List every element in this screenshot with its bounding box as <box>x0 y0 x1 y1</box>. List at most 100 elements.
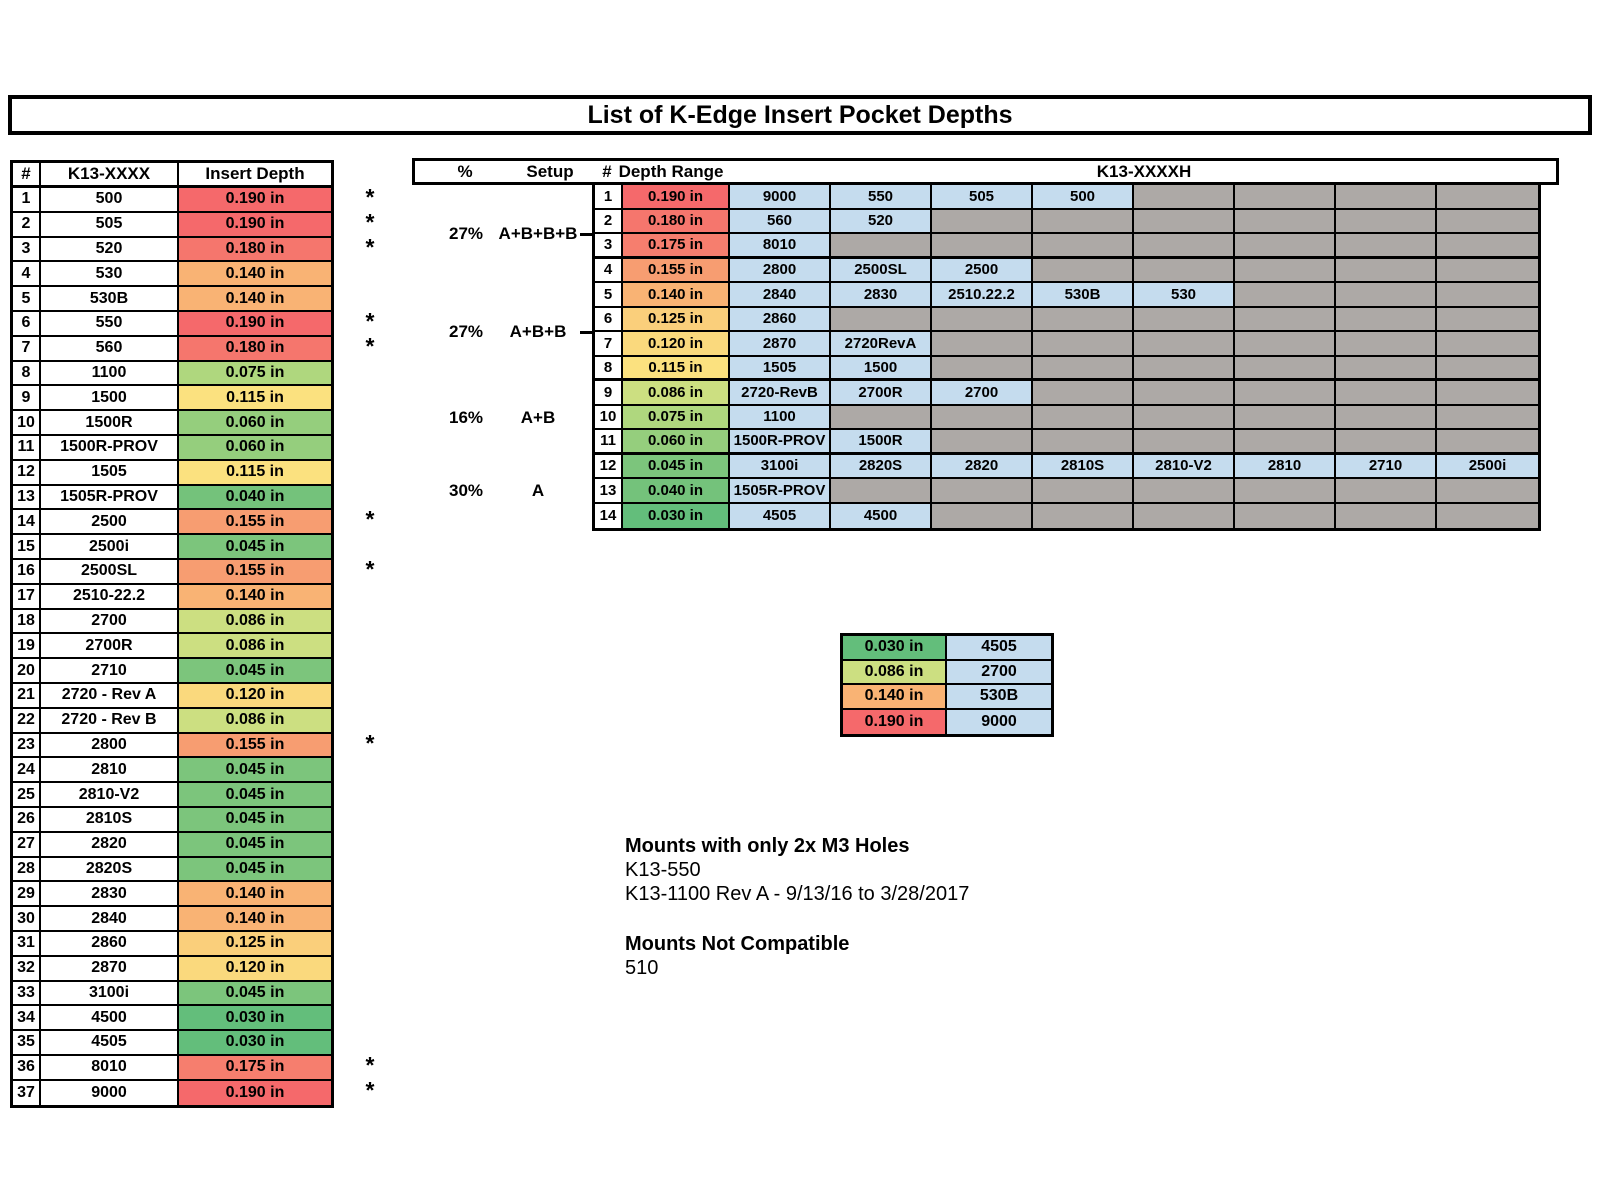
row-number-cell: 35 <box>13 1031 41 1054</box>
model-cell: 530 <box>41 262 179 286</box>
empty-cell <box>1134 381 1235 404</box>
footnote-star: * <box>365 1076 375 1103</box>
depth-cell: 0.045 in <box>179 659 331 682</box>
empty-cell <box>1235 283 1336 306</box>
depth-cell: 0.140 in <box>179 584 331 608</box>
empty-cell <box>1033 405 1134 428</box>
table-row: 11 1500R-PROV 0.060 in <box>13 435 331 461</box>
depth-cell: 0.180 in <box>179 237 331 261</box>
depth-cell: 0.155 in <box>179 510 331 534</box>
footnote-star: * <box>365 208 375 235</box>
row-number-cell: 7 <box>595 332 623 355</box>
row-number-cell: 6 <box>13 311 41 335</box>
depth-cell: 0.155 in <box>179 733 331 757</box>
row-number-cell: 5 <box>13 287 41 310</box>
model-cell: 2810 <box>41 758 179 782</box>
model-cell: 4500 <box>41 1006 179 1030</box>
depth-range-cell: 0.140 in <box>623 283 730 306</box>
depth-cell: 0.045 in <box>179 758 331 782</box>
setup-group-tick <box>580 330 592 334</box>
model-cell: 2700 <box>932 381 1033 404</box>
row-number-cell: 26 <box>13 807 41 831</box>
depth-cell: 0.045 in <box>179 832 331 856</box>
empty-cell <box>932 479 1033 502</box>
legend-depth-cell: 0.190 in <box>843 709 947 734</box>
empty-cell <box>1033 307 1134 330</box>
depth-cell: 0.190 in <box>179 188 331 211</box>
table-row: 32 2870 0.120 in <box>13 956 331 982</box>
table-row: 33 3100i 0.045 in <box>13 981 331 1007</box>
col-header-models: K13-XXXXH <box>1096 161 1192 181</box>
model-cell: 2820S <box>41 857 179 881</box>
depth-cell: 0.155 in <box>179 559 331 583</box>
empty-cell <box>1437 356 1538 378</box>
table-row: 12 0.045 in 3100i 2820S 2820 2810S 2810-V2 2810… <box>595 454 1538 479</box>
row-number-cell: 36 <box>13 1055 41 1079</box>
table-row: 6 550 0.190 in <box>13 311 331 337</box>
empty-cell <box>1235 209 1336 232</box>
row-number-cell: 22 <box>13 708 41 732</box>
empty-cell <box>932 307 1033 330</box>
model-cell: 2820S <box>831 454 932 477</box>
table-row: 29 2830 0.140 in <box>13 882 331 908</box>
row-number-cell: 28 <box>13 857 41 881</box>
depth-cell: 0.030 in <box>179 1031 331 1054</box>
row-number-cell: 5 <box>595 283 623 306</box>
table-row: 7 0.120 in 2870 2720RevA <box>595 332 1538 357</box>
empty-cell <box>932 332 1033 355</box>
empty-cell <box>1235 332 1336 355</box>
empty-cell <box>1437 381 1538 404</box>
table-row: 22 2720 - Rev B 0.086 in <box>13 708 331 734</box>
depth-cell: 0.060 in <box>179 435 331 459</box>
depth-cell: 0.115 in <box>179 460 331 484</box>
table-row: 19 2700R 0.086 in <box>13 634 331 660</box>
row-number-cell: 2 <box>13 212 41 236</box>
depth-range-cell: 0.086 in <box>623 381 730 404</box>
empty-cell <box>1437 185 1538 208</box>
model-cell: 8010 <box>730 234 831 256</box>
depth-cell: 0.030 in <box>179 1006 331 1030</box>
depth-cell: 0.045 in <box>179 783 331 806</box>
model-cell: 1505 <box>41 460 179 484</box>
notes-block: Mounts with only 2x M3 Holes K13-550 K13-1… <box>625 834 969 1006</box>
empty-cell <box>1336 332 1437 355</box>
row-number-cell: 6 <box>595 307 623 330</box>
depth-range-cell: 0.040 in <box>623 479 730 502</box>
table-row: 9 0.086 in 2720-RevB 2700R 2700 <box>595 381 1538 406</box>
empty-cell <box>1437 307 1538 330</box>
depth-cell: 0.190 in <box>179 311 331 335</box>
model-cell: 2720 - Rev A <box>41 683 179 707</box>
table-row: 4 530 0.140 in <box>13 262 331 288</box>
row-number-cell: 23 <box>13 733 41 757</box>
empty-cell <box>1235 405 1336 428</box>
depth-range-cell: 0.060 in <box>623 430 730 452</box>
empty-cell <box>1336 209 1437 232</box>
empty-cell <box>1235 258 1336 281</box>
row-number-cell: 1 <box>13 188 41 211</box>
empty-cell <box>1336 185 1437 208</box>
table-row: 30 2840 0.140 in <box>13 907 331 932</box>
model-cell: 2810-V2 <box>41 783 179 806</box>
model-cell: 1500 <box>41 386 179 410</box>
table-row: 16 2500SL 0.155 in <box>13 559 331 585</box>
depth-range-cell: 0.045 in <box>623 454 730 477</box>
empty-cell <box>1235 479 1336 502</box>
note-line: K13-1100 Rev A - 9/13/16 to 3/28/2017 <box>625 883 970 905</box>
empty-cell <box>1134 185 1235 208</box>
model-cell: 3100i <box>41 981 179 1005</box>
model-cell: 2870 <box>730 332 831 355</box>
model-cell: 2500 <box>41 510 179 534</box>
setup-percent-label: 27% <box>448 224 484 243</box>
table-row: 5 0.140 in 2840 2830 2510.22.2 530B 530 <box>595 283 1538 308</box>
table-row: 12 1505 0.115 in <box>13 460 331 486</box>
empty-cell <box>1437 405 1538 428</box>
row-number-cell: 3 <box>595 234 623 256</box>
row-number-cell: 11 <box>13 435 41 459</box>
table-row: 1 500 0.190 in <box>13 188 331 213</box>
empty-cell <box>1033 234 1134 256</box>
empty-cell <box>1033 479 1134 502</box>
col-header-model: K13-XXXX <box>41 163 179 185</box>
model-cell: 2840 <box>730 283 831 306</box>
model-cell: 560 <box>41 336 179 360</box>
table-row: 13 1505R-PROV 0.040 in <box>13 485 331 511</box>
